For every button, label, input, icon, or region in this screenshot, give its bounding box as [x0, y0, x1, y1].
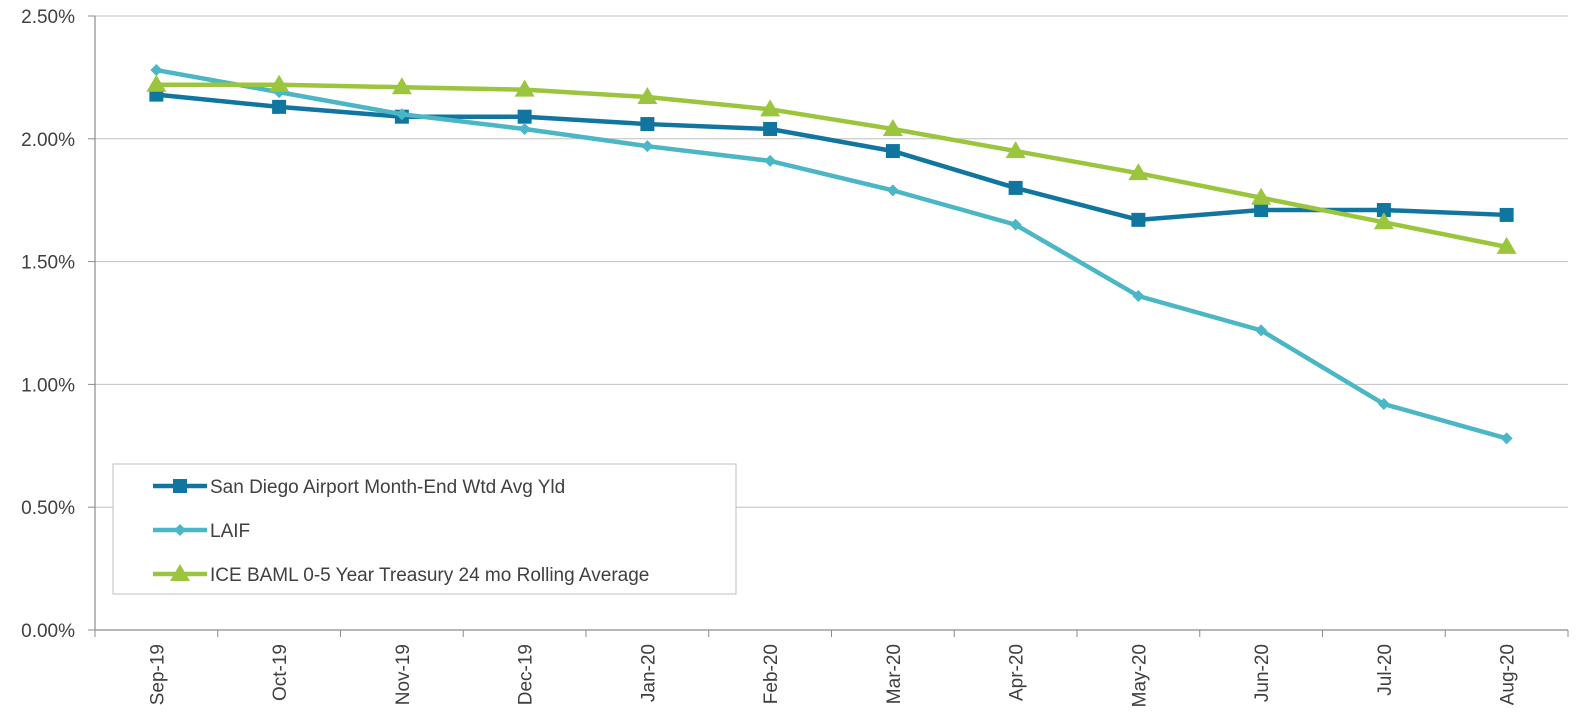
series-lines — [146, 64, 1517, 445]
legend-swatch-marker — [170, 564, 190, 581]
series-line — [156, 92, 1507, 223]
x-tick-label: Oct-19 — [270, 644, 291, 701]
legend-swatch-marker — [173, 479, 187, 493]
legend-item: LAIF — [153, 521, 250, 542]
y-tick-label: 0.00% — [21, 621, 75, 642]
x-tick-label: Jan-20 — [638, 644, 659, 702]
data-point — [886, 184, 899, 197]
data-point — [269, 74, 290, 92]
x-tick-label: May-20 — [1129, 644, 1150, 707]
x-tick-label: Aug-20 — [1498, 644, 1519, 705]
data-point — [1009, 218, 1022, 231]
data-point — [272, 99, 287, 114]
grid-lines — [95, 15, 1568, 508]
data-point — [1499, 207, 1514, 222]
data-point — [1377, 398, 1390, 411]
data-point — [1373, 212, 1394, 230]
x-tick-label: Feb-20 — [761, 644, 782, 704]
y-tick-label: 1.50% — [21, 253, 75, 274]
x-tick-label: Jul-20 — [1375, 644, 1396, 696]
x-tick-label: Sep-19 — [147, 644, 168, 705]
legend-label: LAIF — [210, 521, 250, 542]
legend-item: San Diego Airport Month-End Wtd Avg Yld — [153, 477, 565, 498]
data-point — [641, 140, 654, 153]
data-point — [637, 87, 658, 105]
data-point — [1254, 203, 1269, 218]
data-point — [150, 64, 163, 77]
data-point — [764, 154, 777, 167]
data-point — [1496, 236, 1517, 254]
data-point — [1251, 187, 1272, 205]
data-point — [146, 74, 167, 92]
data-point — [1376, 203, 1391, 218]
y-tick-label: 2.50% — [21, 7, 75, 28]
x-tick-label: Jun-20 — [1252, 644, 1273, 702]
y-tick-label: 0.50% — [21, 498, 75, 519]
data-point — [1255, 324, 1268, 337]
data-point — [640, 117, 655, 132]
data-point — [1128, 163, 1149, 181]
x-tick-label: Nov-19 — [393, 644, 414, 705]
data-point — [1005, 141, 1026, 159]
data-point — [885, 144, 900, 159]
data-point — [517, 109, 532, 124]
legend-box — [112, 463, 737, 595]
legend-swatch-marker — [174, 524, 186, 536]
data-point — [395, 108, 408, 121]
series-line — [156, 82, 1508, 250]
data-point — [518, 122, 531, 135]
axes: 0.00% 0.50% 1.00% 1.50% 2.00% 2.50% Sep-19 Oct-… — [21, 7, 1569, 707]
legend-item: ICE BAML 0-5 Year Treasury 24 mo Rolling… — [153, 564, 649, 586]
series-line — [155, 67, 1508, 441]
x-tick-label: Dec-19 — [516, 644, 537, 705]
legend-label: San Diego Airport Month-End Wtd Avg Yld — [210, 477, 565, 498]
y-tick-label: 1.00% — [21, 375, 75, 396]
data-point — [1131, 212, 1146, 227]
series-1 — [149, 87, 1514, 227]
data-point — [1500, 432, 1513, 445]
legend: San Diego Airport Month-End Wtd Avg Yld L… — [112, 463, 737, 595]
data-point — [514, 79, 535, 97]
legend-label: ICE BAML 0-5 Year Treasury 24 mo Rolling… — [210, 565, 649, 586]
data-point — [1132, 289, 1145, 302]
series-2 — [150, 64, 1513, 445]
data-point — [760, 99, 781, 117]
data-point — [1008, 180, 1023, 195]
data-point — [882, 118, 903, 136]
data-point — [391, 77, 412, 95]
x-tick-label: Mar-20 — [884, 644, 905, 704]
x-tick-label: Apr-20 — [1007, 644, 1028, 701]
y-tick-label: 2.00% — [21, 130, 75, 151]
data-point — [763, 121, 778, 136]
series-3 — [146, 74, 1517, 254]
